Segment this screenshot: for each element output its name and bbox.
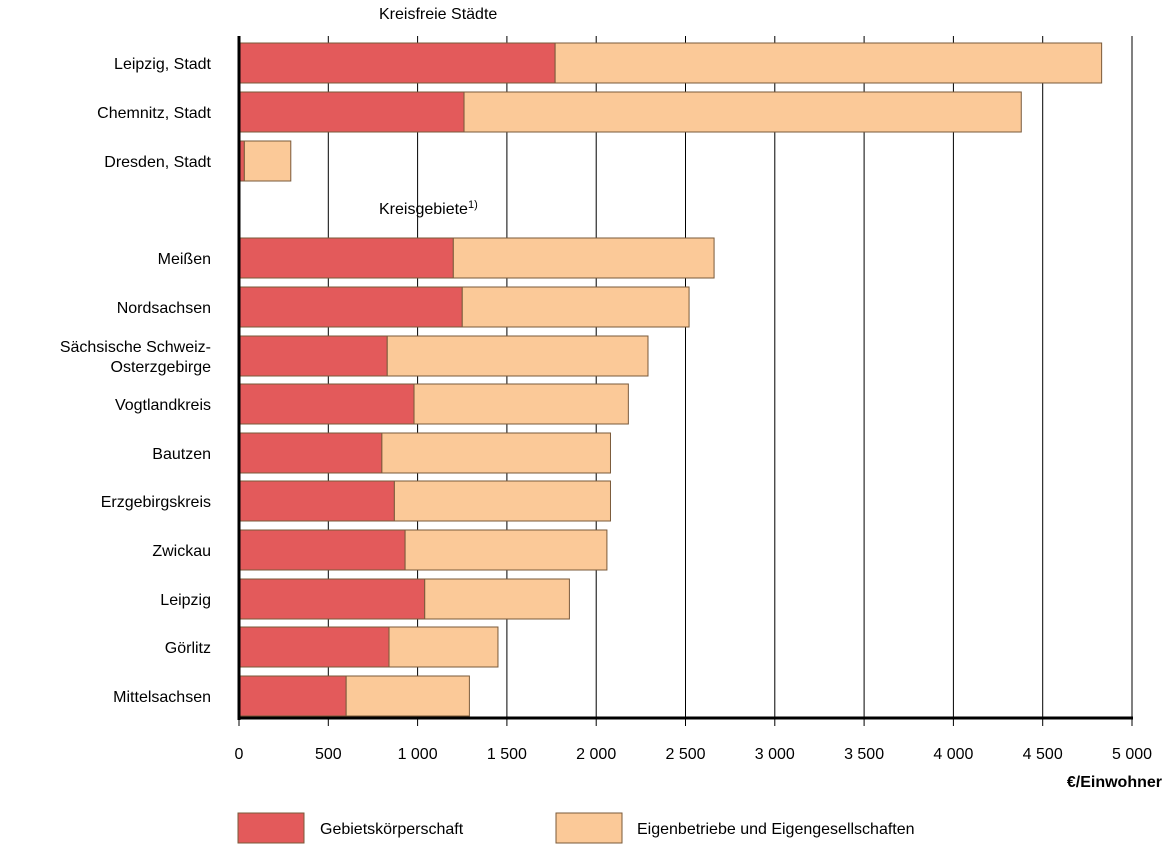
category-label-line: Görlitz bbox=[165, 640, 211, 657]
category-label: Chemnitz, Stadt bbox=[97, 105, 211, 122]
bar-gebietskoerperschaft bbox=[238, 578, 426, 620]
group-title-text: Kreisgebiete bbox=[379, 201, 468, 218]
bar-gebietskoerperschaft bbox=[238, 383, 415, 425]
x-tick-label: 1 500 bbox=[487, 746, 527, 763]
bar-eigenbetriebe bbox=[345, 675, 470, 717]
bar-eigenbetriebe bbox=[452, 237, 715, 279]
category-label-line: Bautzen bbox=[152, 446, 211, 463]
legend-label: Gebietskörperschaft bbox=[320, 821, 464, 838]
bars bbox=[238, 42, 1103, 717]
x-tick-label: 3 500 bbox=[844, 746, 884, 763]
category-label-line: Mittelsachsen bbox=[113, 689, 211, 706]
x-tick-label: 0 bbox=[235, 746, 244, 763]
x-tick-label: 2 500 bbox=[665, 746, 705, 763]
bar-eigenbetriebe bbox=[463, 91, 1022, 133]
category-label-line: Osterzgebirge bbox=[111, 359, 212, 376]
category-label-line: Zwickau bbox=[152, 543, 211, 560]
category-label: Bautzen bbox=[152, 446, 211, 463]
x-tick-label: 1 000 bbox=[398, 746, 438, 763]
category-label: Leipzig bbox=[160, 592, 211, 609]
group-title-footnote: 1) bbox=[468, 199, 478, 211]
category-label-line: Erzgebirgskreis bbox=[101, 494, 211, 511]
bar-gebietskoerperschaft bbox=[238, 286, 463, 328]
bar-gebietskoerperschaft bbox=[238, 529, 406, 571]
category-label: Meißen bbox=[158, 251, 211, 268]
category-label-line: Meißen bbox=[158, 251, 211, 268]
category-label: Erzgebirgskreis bbox=[101, 494, 211, 511]
category-label-line: Dresden, Stadt bbox=[104, 154, 211, 171]
legend-label: Eigenbetriebe und Eigengesellschaften bbox=[637, 821, 915, 838]
bar-eigenbetriebe bbox=[554, 42, 1103, 84]
x-tick-label: 5 000 bbox=[1112, 746, 1152, 763]
bar-eigenbetriebe bbox=[424, 578, 570, 620]
category-label: Leipzig, Stadt bbox=[114, 56, 212, 73]
category-label-line: Leipzig, Stadt bbox=[114, 56, 212, 73]
bar-eigenbetriebe bbox=[243, 140, 292, 182]
category-label: Zwickau bbox=[152, 543, 211, 560]
group-title: Kreisfreie Städte bbox=[379, 6, 497, 23]
category-label-line: Sächsische Schweiz- bbox=[60, 339, 211, 356]
category-label: Vogtlandkreis bbox=[115, 397, 211, 414]
legend-swatch bbox=[237, 812, 305, 844]
bar-gebietskoerperschaft bbox=[238, 432, 383, 474]
x-tick-label: 4 000 bbox=[933, 746, 973, 763]
bar-eigenbetriebe bbox=[388, 626, 499, 668]
x-tick-label: 500 bbox=[315, 746, 342, 763]
category-label-line: Chemnitz, Stadt bbox=[97, 105, 211, 122]
category-label-line: Leipzig bbox=[160, 592, 211, 609]
legend-swatch bbox=[555, 812, 623, 844]
category-label-line: Vogtlandkreis bbox=[115, 397, 211, 414]
bar-gebietskoerperschaft bbox=[238, 335, 388, 377]
category-label: Görlitz bbox=[165, 640, 211, 657]
bar-eigenbetriebe bbox=[413, 383, 629, 425]
bar-gebietskoerperschaft bbox=[238, 91, 465, 133]
x-tick-label: 2 000 bbox=[576, 746, 616, 763]
bar-eigenbetriebe bbox=[404, 529, 608, 571]
bar-gebietskoerperschaft bbox=[238, 237, 454, 279]
x-tick-label: 4 500 bbox=[1023, 746, 1063, 763]
bar-eigenbetriebe bbox=[461, 286, 690, 328]
bar-eigenbetriebe bbox=[381, 432, 611, 474]
group-titles: Kreisfreie Städte Kreisgebiete1) bbox=[379, 6, 497, 218]
x-axis-label: €/Einwohner bbox=[1067, 774, 1162, 791]
bar-gebietskoerperschaft bbox=[238, 675, 347, 717]
bar-gebietskoerperschaft bbox=[238, 626, 390, 668]
group-title-text: Kreisfreie Städte bbox=[379, 6, 497, 23]
bar-gebietskoerperschaft bbox=[238, 480, 395, 522]
category-label: Dresden, Stadt bbox=[104, 154, 211, 171]
x-tick-label: 3 000 bbox=[755, 746, 795, 763]
bar-eigenbetriebe bbox=[393, 480, 611, 522]
x-axis: 0 500 1 000 1 500 2 000 2 500 3 000 3 500 4 000 4… bbox=[235, 36, 1162, 791]
legend: Gebietskörperschaft Eigenbetriebe und Eig… bbox=[237, 812, 915, 844]
category-label: Nordsachsen bbox=[117, 300, 211, 317]
category-label-line: Nordsachsen bbox=[117, 300, 211, 317]
bar-eigenbetriebe bbox=[386, 335, 649, 377]
group-title: Kreisgebiete1) bbox=[379, 199, 478, 218]
grid-lines bbox=[327, 36, 1133, 718]
category-label: Sächsische Schweiz- Osterzgebirge bbox=[60, 339, 211, 376]
category-labels: Leipzig, Stadt Chemnitz, Stadt Dresden, St… bbox=[60, 56, 212, 706]
category-label: Mittelsachsen bbox=[113, 689, 211, 706]
bar-gebietskoerperschaft bbox=[238, 42, 556, 84]
